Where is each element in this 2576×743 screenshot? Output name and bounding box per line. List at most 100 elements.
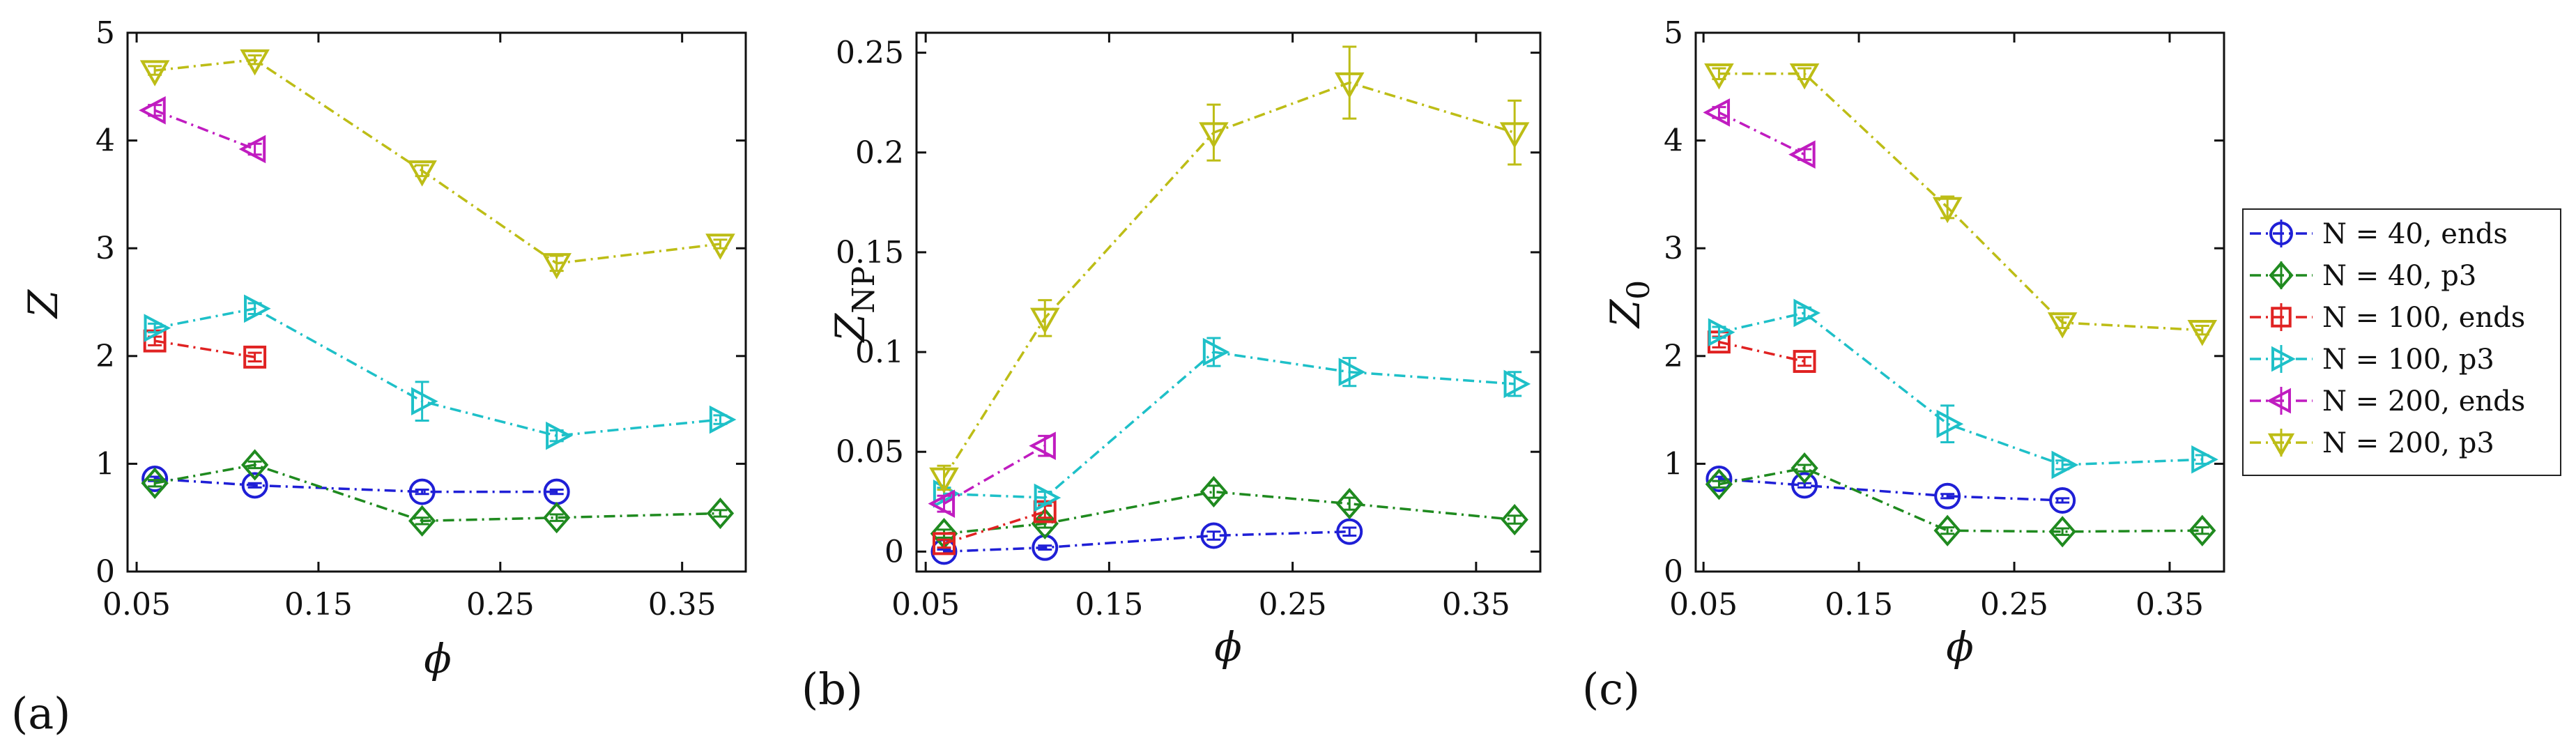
- data-point: [407, 160, 437, 187]
- data-point: [1029, 307, 1060, 335]
- data-point: [546, 421, 573, 450]
- y-tick-label: 0.1: [855, 335, 904, 370]
- y-tick-label: 3: [95, 231, 115, 266]
- data-point: [1704, 63, 1734, 90]
- data-point: [1705, 468, 1733, 500]
- data-point: [1793, 298, 1821, 328]
- series-n-200-ends: [139, 95, 266, 164]
- x-tick-label: 0.25: [1980, 587, 2048, 622]
- data-point: [408, 505, 436, 537]
- x-tick-label: 0.35: [2136, 587, 2204, 622]
- y-tick-label: 1: [95, 446, 115, 482]
- series-n-100-ends: [143, 329, 267, 369]
- panel-label-b: (b): [802, 664, 863, 714]
- x-tick-label: 0.35: [648, 587, 716, 622]
- data-point: [408, 478, 436, 505]
- data-point: [1335, 488, 1363, 520]
- data-point: [1200, 522, 1227, 549]
- plot-frame: [126, 31, 747, 573]
- x-tick-label: 0.25: [466, 587, 535, 622]
- data-point: [1031, 507, 1059, 539]
- legend-label: N = 200, p3: [2322, 427, 2494, 459]
- legend: N = 40, ends N = 40, p3 N = 100, ends N = 1…: [2242, 208, 2561, 476]
- x-tick-label: 0.05: [1669, 587, 1738, 622]
- legend-marker: [2271, 346, 2296, 372]
- data-point: [1703, 98, 1731, 127]
- legend-item: N = 40, p3: [2250, 260, 2476, 292]
- data-point: [1788, 140, 1816, 169]
- series-line: [943, 510, 1045, 545]
- y-tick-label: 0.25: [836, 36, 904, 71]
- series-line: [1719, 477, 2063, 502]
- data-point: [240, 49, 270, 76]
- data-point: [542, 253, 572, 279]
- legend-item: N = 40, ends: [2250, 218, 2508, 250]
- legend-marker: [2271, 307, 2292, 328]
- data-point: [1791, 472, 1818, 499]
- series-line: [154, 109, 256, 151]
- y-tick-label: 5: [1664, 15, 1683, 51]
- panel-label-c: (c): [1582, 664, 1640, 714]
- y-tick-label: 0: [1664, 554, 1683, 590]
- series-line: [1718, 111, 1805, 156]
- data-point: [2047, 312, 2078, 339]
- y-axis-label: ZNP: [827, 266, 882, 343]
- series-line: [1719, 340, 1805, 363]
- series-n-200-p3: [1704, 63, 2218, 346]
- data-point: [2188, 514, 2216, 546]
- data-point: [1708, 318, 1735, 347]
- data-point: [1338, 358, 1366, 387]
- data-point: [2187, 319, 2218, 346]
- data-point: [1791, 452, 1818, 484]
- data-point: [240, 449, 269, 481]
- series-n-200-p3: [139, 49, 735, 279]
- series-line: [944, 490, 1515, 535]
- legend-marker: [2269, 222, 2293, 245]
- data-point: [139, 95, 166, 125]
- series-line: [1719, 72, 2202, 332]
- y-tick-label: 0: [95, 554, 115, 590]
- series-line: [1719, 466, 2202, 533]
- series-n-40-ends: [1705, 466, 2076, 514]
- panel-a: 0.05 0.15 0.25 0.35 0 1 2 3 4 5 ϕ Z: [20, 15, 747, 682]
- data-point: [2191, 445, 2218, 474]
- y-tick-label: 0.2: [855, 135, 904, 171]
- series-n-200-p3: [929, 45, 1530, 494]
- legend-label: N = 40, ends: [2322, 218, 2508, 250]
- legend-marker: [2267, 433, 2295, 457]
- data-point: [929, 467, 959, 494]
- data-point: [705, 233, 735, 260]
- data-point: [244, 294, 271, 323]
- y-tick-label: 2: [95, 339, 115, 374]
- series-n-100-p3: [933, 337, 1531, 512]
- x-tick-label: 0.35: [1442, 587, 1510, 622]
- series-line: [943, 81, 1515, 479]
- y-axis-label-subscript: NP: [846, 266, 882, 314]
- data-point: [1199, 122, 1229, 148]
- data-point: [1932, 197, 1963, 224]
- legend-label: N = 100, p3: [2322, 344, 2494, 376]
- x-tick-label: 0.15: [1825, 587, 1893, 622]
- data-point: [1334, 72, 1365, 99]
- y-axis-label: Z: [20, 289, 67, 319]
- x-axis-label: ϕ: [1946, 623, 1974, 671]
- data-point: [241, 472, 268, 499]
- series-n-200-ends: [928, 431, 1056, 518]
- data-point: [1202, 337, 1230, 367]
- legend-box: [2242, 208, 2561, 476]
- y-tick-label: 0.15: [836, 235, 904, 270]
- data-point: [933, 532, 956, 556]
- series-n-40-p3: [141, 449, 735, 537]
- legend-item: N = 100, ends: [2250, 302, 2525, 334]
- y-tick-label: 0.05: [836, 434, 904, 470]
- x-tick-label: 0.05: [891, 587, 960, 622]
- data-point: [141, 467, 169, 499]
- series-n-100-p3: [1708, 298, 2218, 480]
- panel-c: 0.05 0.15 0.25 0.35 0 1 2 3 4 5 ϕ Z0: [1602, 15, 2225, 671]
- series-line: [154, 307, 721, 437]
- y-tick-label: 2: [1664, 339, 1683, 374]
- data-point: [1936, 409, 1964, 438]
- y-tick-label: 3: [1664, 231, 1683, 266]
- data-point: [2051, 450, 2079, 480]
- series-line: [944, 351, 1515, 499]
